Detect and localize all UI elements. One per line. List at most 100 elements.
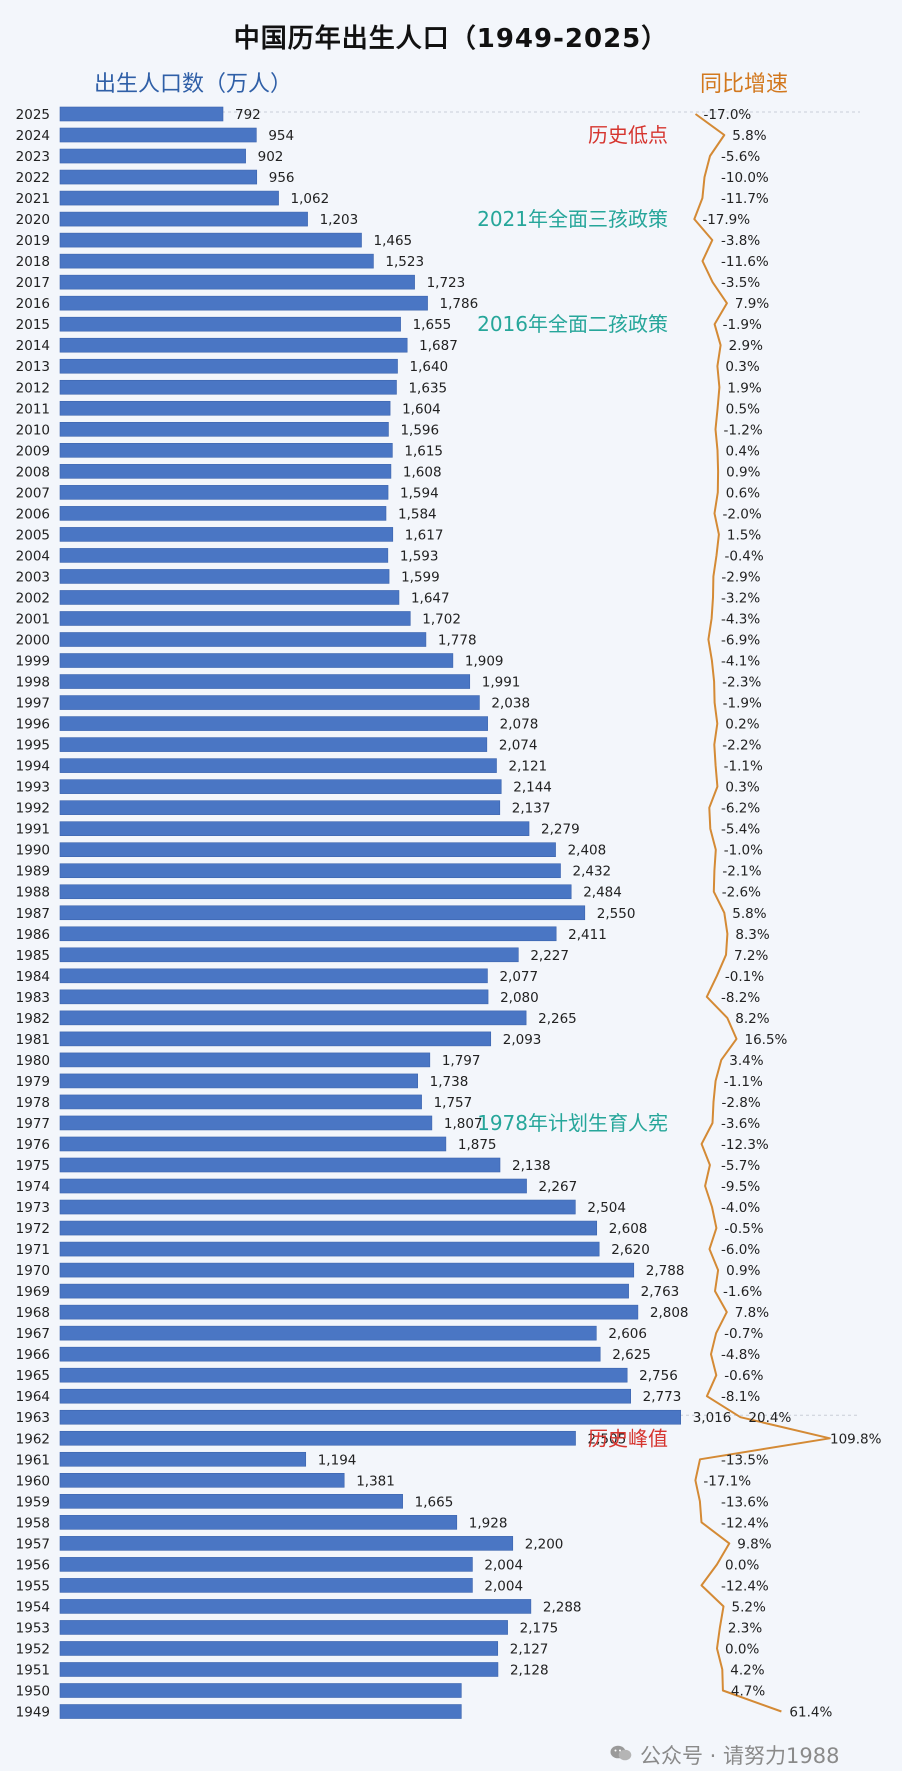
growth-value-label: -13.5% xyxy=(721,1452,769,1468)
birth-bar xyxy=(59,1283,629,1299)
birth-bar xyxy=(59,800,501,815)
birth-value-label: 1,381 xyxy=(356,1473,395,1489)
year-label: 1996 xyxy=(16,717,50,733)
year-label: 2024 xyxy=(16,128,50,144)
birth-bar xyxy=(59,337,408,353)
annotation-2024: 历史低点 xyxy=(588,123,668,147)
birth-value-label: 1,593 xyxy=(400,548,439,564)
birth-value-label: 2,121 xyxy=(509,759,548,775)
birth-value-label: 2,620 xyxy=(611,1242,650,1258)
growth-value-label: 5.8% xyxy=(732,906,766,922)
annotation-1977: 1978年计划生育人宪 xyxy=(477,1111,668,1135)
birth-bar xyxy=(59,253,374,269)
growth-value-label: -1.2% xyxy=(724,422,763,438)
birth-value-label: 1,687 xyxy=(419,338,458,354)
year-label: 1980 xyxy=(16,1053,50,1069)
chart-title: 中国历年出生人口（1949-2025） xyxy=(233,24,669,54)
birth-bar xyxy=(59,1557,473,1572)
year-label: 1965 xyxy=(16,1368,50,1384)
growth-value-label: -5.6% xyxy=(721,149,760,165)
growth-line xyxy=(693,113,831,1713)
growth-value-label: -6.0% xyxy=(721,1242,760,1258)
birth-bar xyxy=(59,1620,508,1635)
birth-bar xyxy=(59,443,393,458)
growth-value-label: -9.5% xyxy=(721,1179,760,1195)
year-label: 2021 xyxy=(16,191,50,207)
year-label: 1973 xyxy=(16,1200,50,1216)
birth-bar xyxy=(59,274,415,290)
birth-value-label: 2,038 xyxy=(491,696,530,712)
growth-value-label: 4.7% xyxy=(731,1684,765,1700)
birth-value-label: 2,078 xyxy=(500,717,539,733)
birth-bar xyxy=(59,1178,527,1194)
annotation-1962: 历史峰值 xyxy=(588,1426,668,1450)
growth-value-label: -1.0% xyxy=(724,843,763,859)
growth-value-label: 5.8% xyxy=(732,128,766,144)
year-label: 2016 xyxy=(16,296,50,312)
growth-value-label: -0.5% xyxy=(724,1221,763,1237)
watermark-text: 公众号 · 请努力1988 xyxy=(640,1744,840,1768)
year-label: 2007 xyxy=(16,485,50,501)
birth-value-label: 2,411 xyxy=(568,927,607,943)
growth-value-label: -4.8% xyxy=(721,1347,760,1363)
year-label: 1976 xyxy=(16,1137,50,1153)
birth-value-label: 1,786 xyxy=(440,296,479,312)
birth-bar xyxy=(59,779,502,794)
birth-value-label: 2,432 xyxy=(573,864,612,880)
birth-value-label: 1,617 xyxy=(405,527,444,543)
year-label: 2020 xyxy=(16,212,50,228)
birth-value-label: 2,267 xyxy=(539,1179,578,1195)
growth-value-label: -3.5% xyxy=(721,275,760,291)
birth-value-label: 792 xyxy=(235,107,261,123)
birth-value-label: 2,550 xyxy=(597,906,636,922)
birth-value-label: 2,080 xyxy=(500,990,539,1006)
growth-value-label: 0.9% xyxy=(726,1263,760,1279)
growth-value-label: 1.5% xyxy=(727,527,761,543)
growth-value-label: -3.8% xyxy=(721,233,760,249)
birth-value-label: 1,665 xyxy=(415,1494,454,1510)
birth-bar xyxy=(59,1325,597,1341)
growth-value-label: -2.9% xyxy=(721,569,760,585)
birth-value-label: 2,608 xyxy=(609,1221,648,1237)
birth-bar xyxy=(59,1641,499,1656)
birth-bar xyxy=(59,1241,600,1257)
birth-value-label: 2,127 xyxy=(510,1641,549,1657)
birth-value-label: 1,991 xyxy=(482,675,521,691)
birth-value-label: 2,077 xyxy=(499,969,538,985)
year-label: 2012 xyxy=(16,380,50,396)
birth-value-label: 2,288 xyxy=(543,1599,582,1615)
growth-value-label: 1.9% xyxy=(727,380,761,396)
birth-bar xyxy=(59,148,246,164)
birth-bar xyxy=(59,632,427,647)
birth-value-label: 2,265 xyxy=(538,1011,577,1027)
growth-value-label: 0.3% xyxy=(725,359,759,375)
birth-bar xyxy=(59,358,398,374)
birth-value-label: 1,875 xyxy=(458,1137,497,1153)
growth-value-label: -17.1% xyxy=(703,1473,751,1489)
birth-bar xyxy=(59,127,257,143)
birth-bar xyxy=(59,1536,514,1551)
birth-value-label: 1,584 xyxy=(398,506,437,522)
year-label: 1993 xyxy=(16,780,50,796)
birth-bar xyxy=(59,169,258,185)
growth-value-label: -0.4% xyxy=(725,548,764,564)
birth-bar xyxy=(59,842,556,858)
birth-bar xyxy=(59,1052,431,1068)
birth-value-label: 2,808 xyxy=(650,1305,689,1321)
year-label: 2017 xyxy=(16,275,50,291)
growth-value-label: -5.7% xyxy=(721,1158,760,1174)
birth-bar xyxy=(59,1451,307,1467)
birth-value-label: 1,465 xyxy=(373,233,412,249)
birth-value-label: 2,408 xyxy=(568,843,607,859)
birth-bar xyxy=(59,379,397,395)
growth-value-label: 16.5% xyxy=(745,1032,788,1048)
birth-value-label: 1,702 xyxy=(422,611,461,627)
birth-bar xyxy=(59,968,488,984)
year-label: 2019 xyxy=(16,233,50,249)
birth-bar xyxy=(59,1409,681,1425)
year-label: 1979 xyxy=(16,1074,50,1090)
birth-value-label: 1,807 xyxy=(444,1116,483,1132)
birth-count-header: 出生人口数（万人） xyxy=(94,72,293,97)
year-label: 1960 xyxy=(16,1473,50,1489)
birth-bar xyxy=(59,464,392,479)
